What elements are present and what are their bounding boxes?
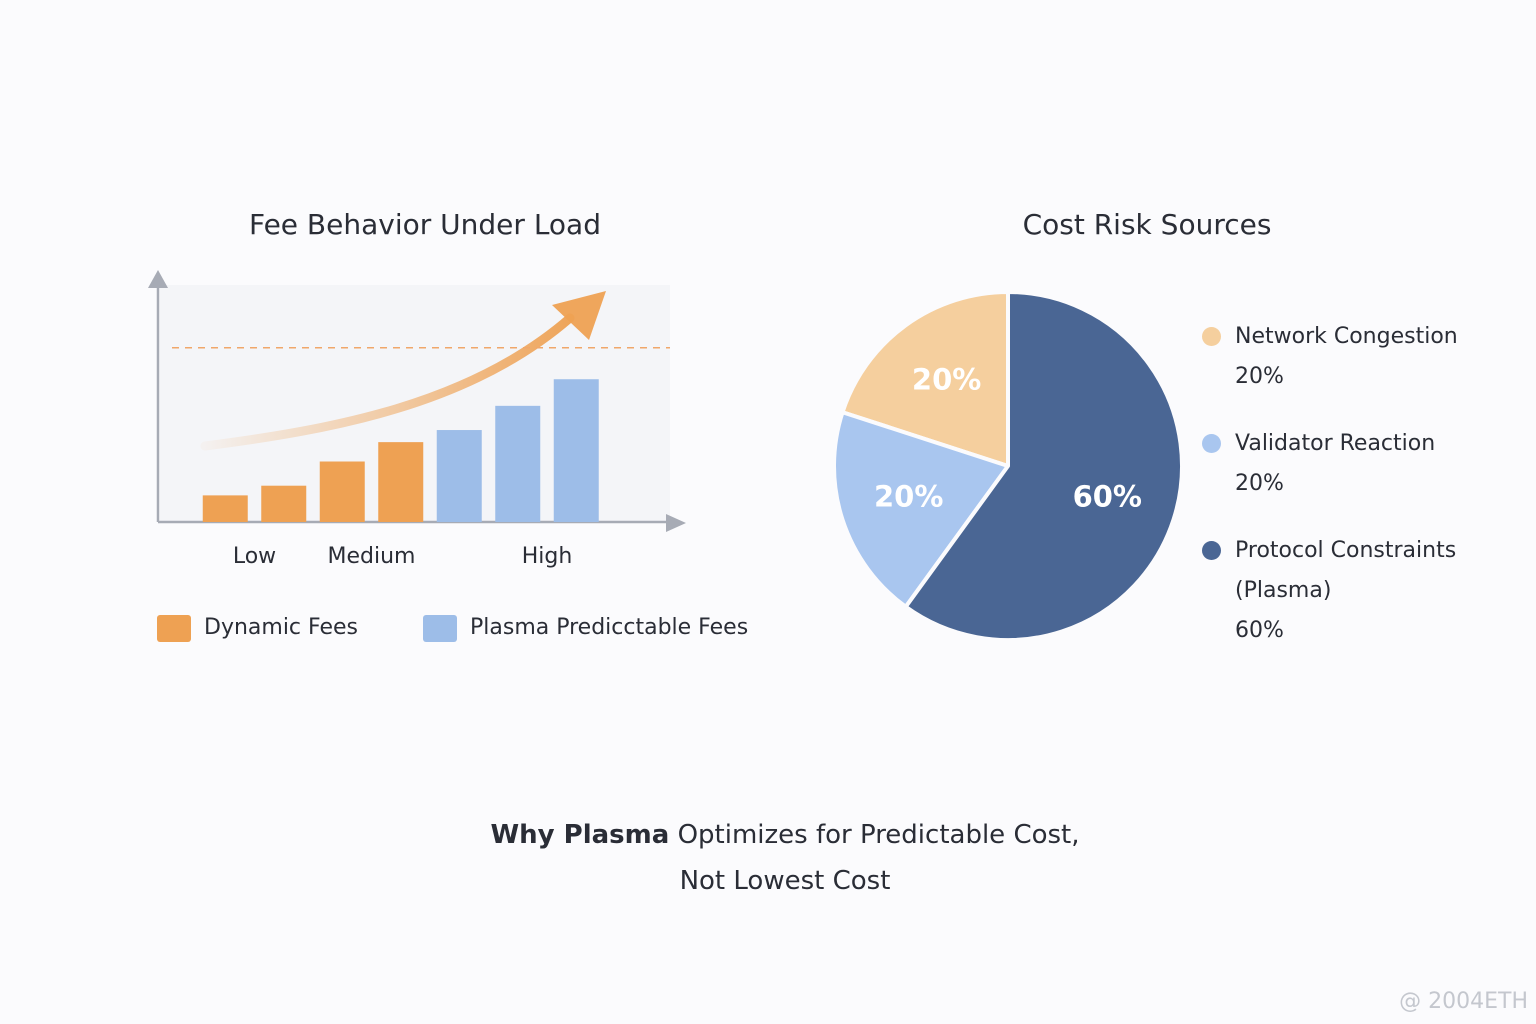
x-tick-label: Low [233,544,276,569]
x-tick-label: High [522,544,573,569]
slice-label: 20% [874,479,943,513]
pie-slice [840,290,1010,468]
x-tick-label: Medium [328,544,416,569]
caption-line-1: Why Plasma Optimizes for Predictable Cos… [0,812,1536,858]
bar [553,379,599,522]
bar [436,430,482,522]
legend-text: Network Congestion 20% [1235,317,1458,397]
slice-label: 20% [912,363,981,397]
legend-swatch [423,615,457,642]
bar [261,485,307,522]
caption-text: Optimizes for Predictable Cost, [677,820,1080,850]
legend-value: 20% [1235,471,1284,496]
pie-legend: Network Congestion 20% Validator Reaction 2… [1200,317,1490,651]
legend-label: Plasma Predicctable Fees [470,615,748,640]
legend-value: 60% [1235,618,1284,643]
bar [202,495,248,522]
slice-label: 60% [1073,479,1142,513]
legend-dot [1202,327,1221,346]
trend-arrowhead [552,291,606,340]
caption: Why Plasma Optimizes for Predictable Cos… [0,812,1536,904]
pie-slice [903,290,1184,642]
bar [319,461,365,522]
legend-dot [1202,541,1221,560]
pie-slice [832,410,1010,609]
pie-chart-title: Cost Risk Sources [1023,208,1272,241]
caption-line-2: Not Lowest Cost [679,866,891,896]
legend-dot [1202,434,1221,453]
bar [495,405,541,522]
legend-item: Network Congestion 20% [1200,317,1490,397]
legend-name: Validator Reaction [1235,431,1436,456]
legend-label: Dynamic Fees [204,615,358,640]
legend-text: Validator Reaction 20% [1235,424,1435,504]
legend-text: Protocol Constraints (Plasma) 60% [1235,531,1490,651]
legend-name: Network Congestion [1235,324,1458,349]
bar-chart-title: Fee Behavior Under Load [249,208,601,241]
watermark-text: @ 2004ETH [1399,989,1528,1014]
legend-swatch [157,615,191,642]
x-axis-arrow [666,514,686,532]
legend-value: 20% [1235,364,1284,389]
caption-bold: Why Plasma [490,820,670,850]
legend-name: Protocol Constraints (Plasma) [1235,538,1457,603]
legend-item: Validator Reaction 20% [1200,424,1490,504]
bar [378,442,424,522]
legend-item: Protocol Constraints (Plasma) 60% [1200,531,1490,651]
trend-arrow [200,313,575,451]
y-axis-arrow [148,270,168,288]
